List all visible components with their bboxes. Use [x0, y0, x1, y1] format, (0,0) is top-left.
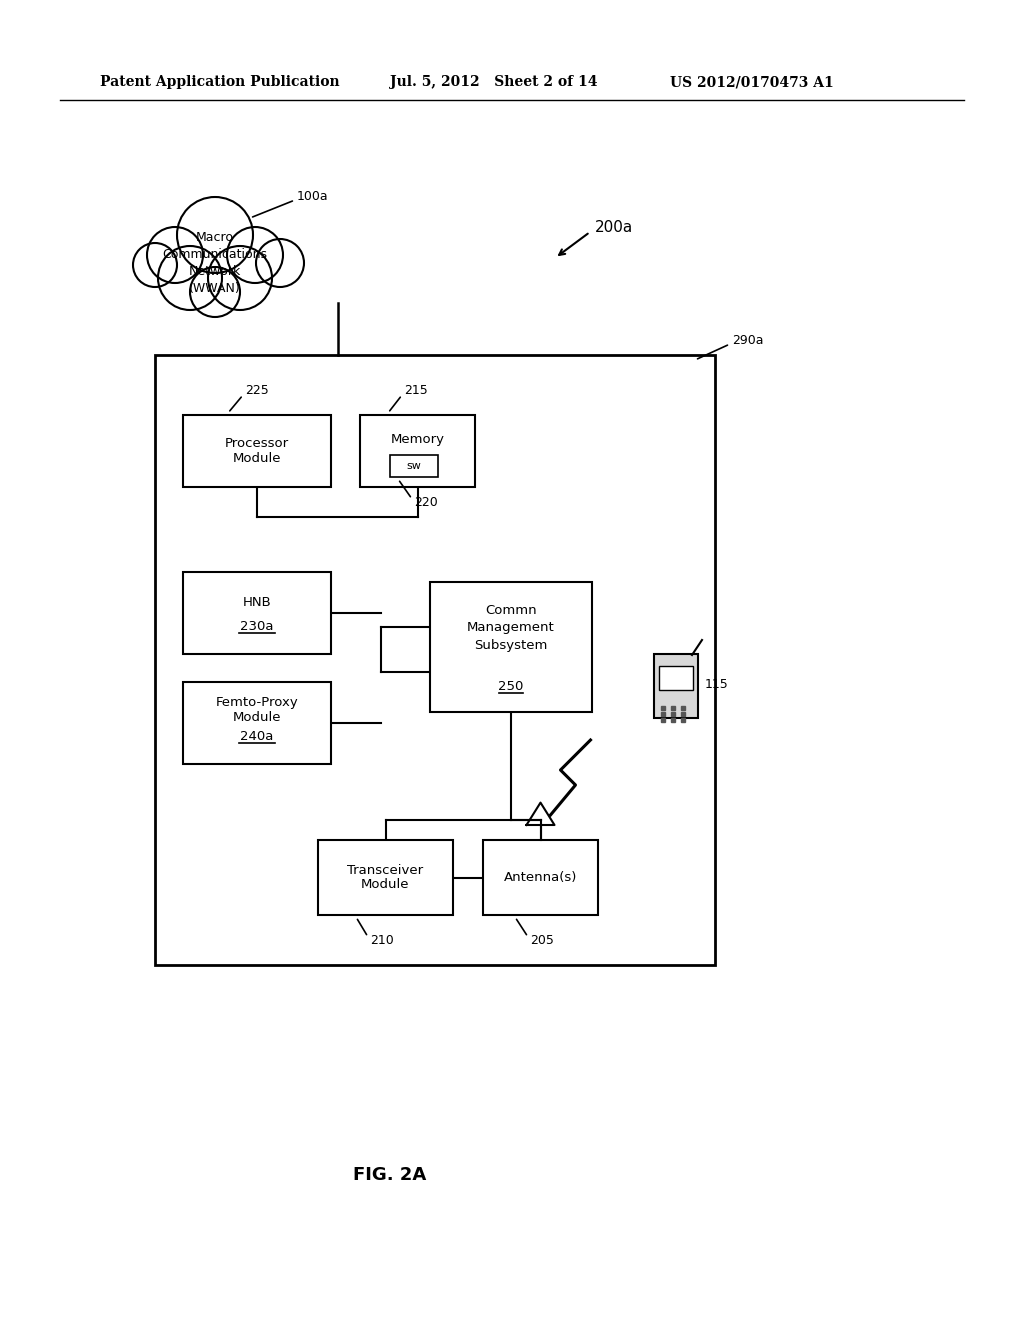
Text: Commn
Management
Subsystem: Commn Management Subsystem — [467, 603, 555, 652]
Circle shape — [133, 243, 177, 286]
Text: 210: 210 — [370, 935, 394, 948]
Text: 250: 250 — [499, 681, 523, 693]
Text: US 2012/0170473 A1: US 2012/0170473 A1 — [670, 75, 834, 88]
Text: 205: 205 — [530, 935, 554, 948]
Text: Patent Application Publication: Patent Application Publication — [100, 75, 340, 88]
Circle shape — [256, 239, 304, 286]
Circle shape — [208, 246, 272, 310]
Text: 100a: 100a — [297, 190, 329, 202]
Text: 115: 115 — [705, 678, 729, 692]
Circle shape — [177, 197, 253, 273]
Text: Jul. 5, 2012   Sheet 2 of 14: Jul. 5, 2012 Sheet 2 of 14 — [390, 75, 597, 88]
Circle shape — [147, 227, 203, 282]
Text: Macro
Communications
Network
(WWAN): Macro Communications Network (WWAN) — [163, 231, 267, 294]
FancyBboxPatch shape — [183, 572, 331, 653]
FancyBboxPatch shape — [390, 455, 438, 477]
FancyBboxPatch shape — [183, 414, 331, 487]
Text: Memory: Memory — [390, 433, 444, 446]
Text: 215: 215 — [404, 384, 428, 397]
Text: FIG. 2A: FIG. 2A — [353, 1166, 427, 1184]
Circle shape — [227, 227, 283, 282]
Text: Femto-Proxy
Module: Femto-Proxy Module — [216, 696, 298, 723]
Text: 220: 220 — [414, 496, 437, 510]
Text: Antenna(s): Antenna(s) — [504, 871, 578, 884]
Text: 240a: 240a — [241, 730, 273, 743]
Text: 225: 225 — [245, 384, 268, 397]
Text: 230a: 230a — [241, 620, 273, 634]
FancyBboxPatch shape — [430, 582, 592, 711]
Circle shape — [158, 246, 222, 310]
Text: Processor
Module: Processor Module — [225, 437, 289, 465]
FancyBboxPatch shape — [483, 840, 598, 915]
Text: 200a: 200a — [595, 220, 633, 235]
FancyBboxPatch shape — [360, 414, 475, 487]
Text: 290a: 290a — [732, 334, 764, 346]
Text: Transceiver
Module: Transceiver Module — [347, 863, 424, 891]
FancyBboxPatch shape — [318, 840, 453, 915]
Text: HNB: HNB — [243, 595, 271, 609]
FancyBboxPatch shape — [659, 667, 693, 690]
Circle shape — [190, 267, 240, 317]
FancyBboxPatch shape — [183, 682, 331, 764]
FancyBboxPatch shape — [654, 653, 698, 718]
Text: sw: sw — [407, 461, 422, 471]
